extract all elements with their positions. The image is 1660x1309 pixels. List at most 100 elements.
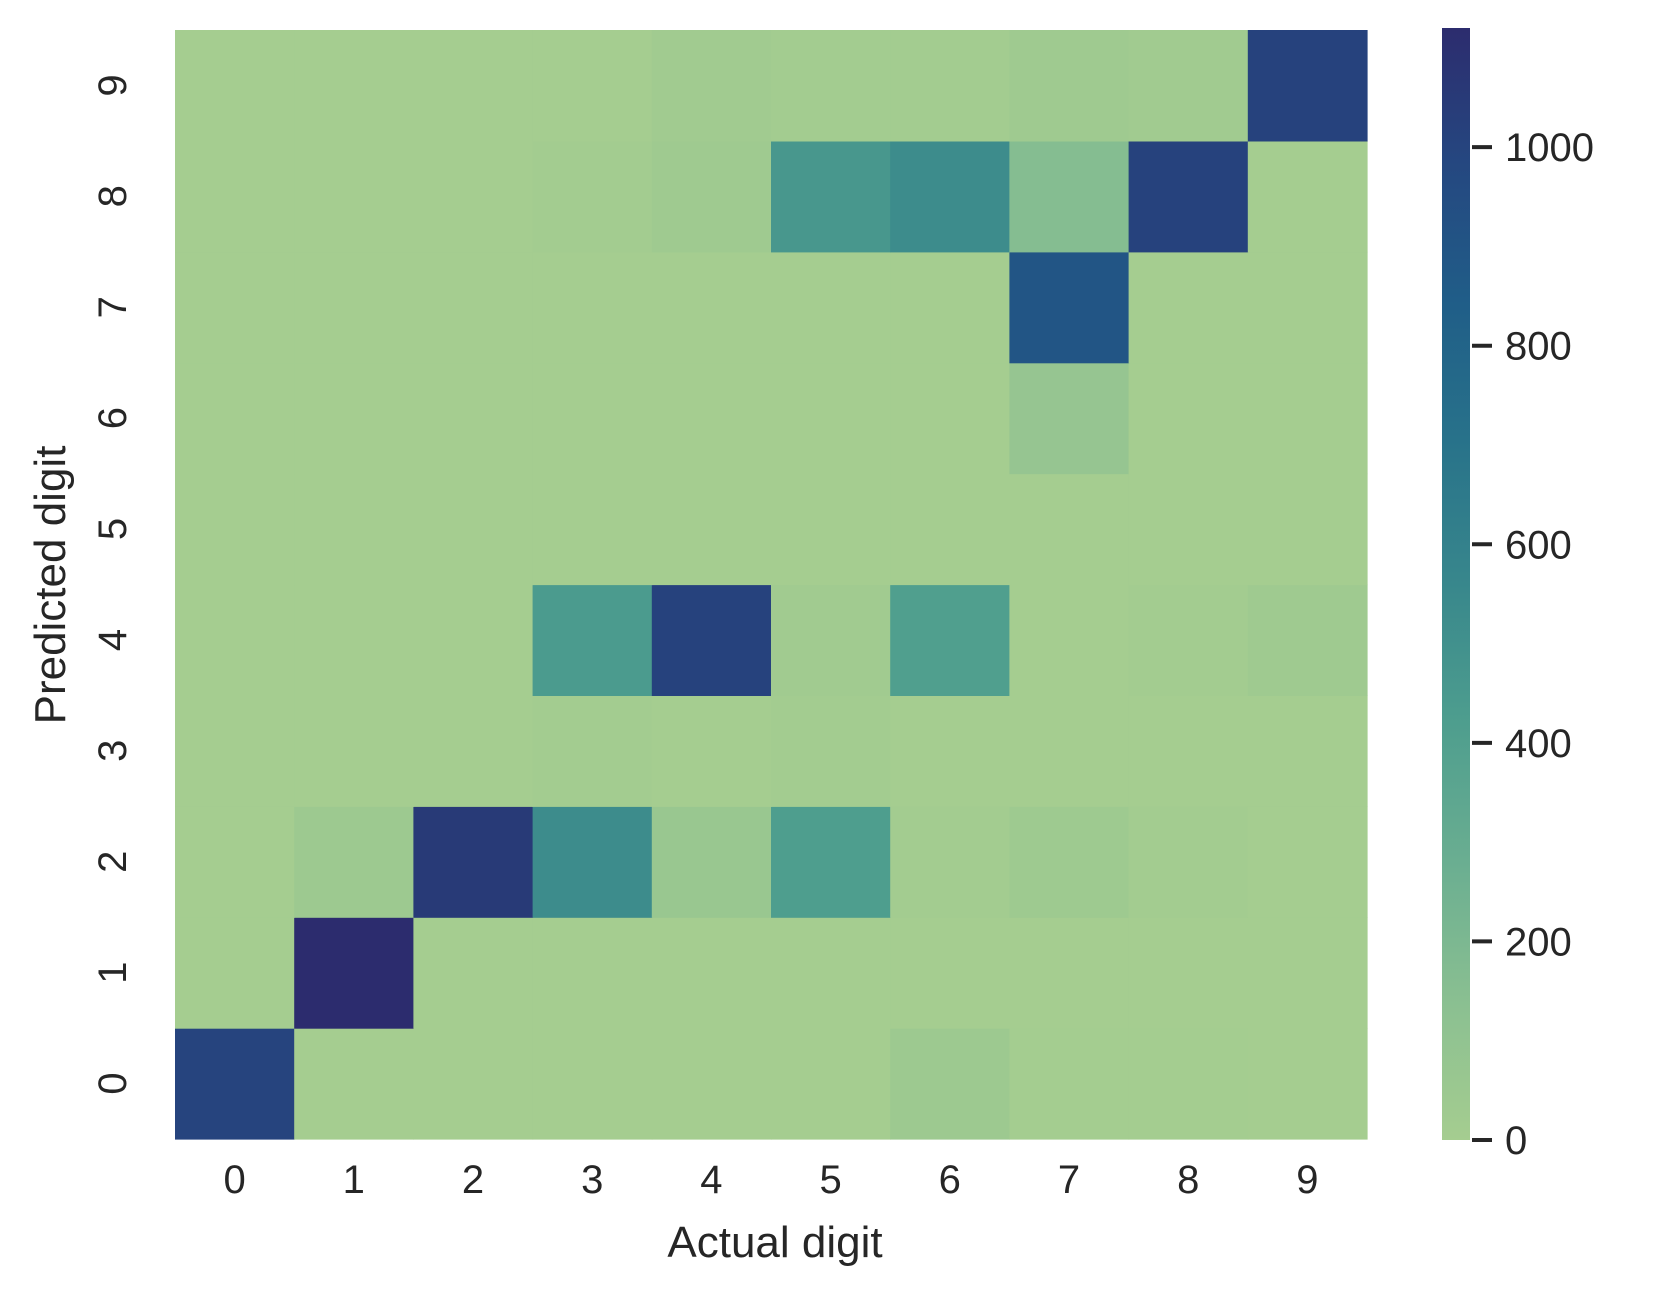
heatmap-cell-pred6-act2 xyxy=(413,362,534,475)
colorbar-tick-label: 1000 xyxy=(1505,126,1594,170)
heatmap-cell-pred0-act2 xyxy=(413,1028,534,1140)
y-axis-label: Predicted digit xyxy=(26,446,75,725)
heatmap-cell-pred9-act7 xyxy=(1009,30,1130,142)
heatmap-cell-pred2-act6 xyxy=(890,806,1010,918)
heatmap-cell-pred4-act8 xyxy=(1128,584,1249,696)
heatmap-cell-pred2-act9 xyxy=(1247,806,1368,918)
heatmap-cell-pred8-act7 xyxy=(1009,140,1130,253)
heatmap-cell-pred2-act1 xyxy=(294,806,414,918)
heatmap-cell-pred7-act8 xyxy=(1128,251,1249,364)
y-tick-labels: 0 1 2 3 4 5 6 7 8 9 xyxy=(91,74,135,1094)
heatmap-cell-pred3-act5 xyxy=(771,695,891,807)
heatmap-cells xyxy=(175,30,1368,1140)
heatmap-cell-pred0-act4 xyxy=(651,1028,772,1140)
heatmap-cell-pred1-act6 xyxy=(890,917,1010,1029)
heatmap-cell-pred0-act6 xyxy=(890,1028,1010,1140)
y-tick-label: 6 xyxy=(91,407,135,429)
colorbar-tick-label: 400 xyxy=(1505,722,1572,766)
heatmap-cell-pred3-act2 xyxy=(413,695,534,807)
x-tick-label: 1 xyxy=(343,1158,365,1202)
heatmap-cell-pred3-act4 xyxy=(651,695,772,807)
heatmap-cell-pred6-act7 xyxy=(1009,362,1130,475)
heatmap-cell-pred6-act1 xyxy=(294,362,414,475)
heatmap-cell-pred8-act8 xyxy=(1128,140,1249,253)
x-tick-label: 6 xyxy=(939,1158,961,1202)
heatmap-cell-pred7-act0 xyxy=(175,251,295,364)
heatmap-cell-pred9-act5 xyxy=(771,30,891,142)
heatmap-cell-pred5-act7 xyxy=(1009,473,1130,586)
heatmap-cell-pred8-act2 xyxy=(413,140,534,253)
heatmap-cell-pred6-act6 xyxy=(890,362,1010,475)
x-tick-label: 2 xyxy=(462,1158,484,1202)
heatmap-cell-pred3-act9 xyxy=(1247,695,1368,807)
heatmap-cell-pred4-act7 xyxy=(1009,584,1130,696)
heatmap-cell-pred4-act9 xyxy=(1247,584,1368,696)
y-tick-label: 4 xyxy=(91,629,135,651)
heatmap-cell-pred1-act8 xyxy=(1128,917,1249,1029)
y-tick-label: 0 xyxy=(91,1072,135,1094)
x-axis-label: Actual digit xyxy=(667,1218,882,1267)
heatmap-cell-pred7-act3 xyxy=(532,251,653,364)
heatmap-cell-pred6-act5 xyxy=(771,362,891,475)
heatmap-cell-pred4-act1 xyxy=(294,584,414,696)
heatmap-cell-pred2-act5 xyxy=(771,806,891,918)
x-tick-label: 5 xyxy=(819,1158,841,1202)
heatmap-cell-pred4-act6 xyxy=(890,584,1010,696)
y-tick-label: 5 xyxy=(91,518,135,540)
x-tick-label: 9 xyxy=(1296,1158,1318,1202)
heatmap-cell-pred3-act1 xyxy=(294,695,414,807)
heatmap-cell-pred0-act8 xyxy=(1128,1028,1249,1140)
heatmap-cell-pred6-act9 xyxy=(1247,362,1368,475)
colorbar-ticks: 0 200 400 600 800 1000 xyxy=(1472,126,1594,1163)
heatmap-cell-pred1-act3 xyxy=(532,917,653,1029)
heatmap-cell-pred5-act1 xyxy=(294,473,414,586)
heatmap-cell-pred0-act9 xyxy=(1247,1028,1368,1140)
heatmap-cell-pred9-act4 xyxy=(651,30,772,142)
x-tick-label: 4 xyxy=(700,1158,722,1202)
heatmap-cell-pred9-act0 xyxy=(175,30,295,142)
heatmap-cell-pred9-act8 xyxy=(1128,30,1249,142)
heatmap-cell-pred2-act0 xyxy=(175,806,295,918)
heatmap-cell-pred8-act1 xyxy=(294,140,414,253)
heatmap-cell-pred1-act5 xyxy=(771,917,891,1029)
heatmap-cell-pred1-act9 xyxy=(1247,917,1368,1029)
heatmap-cell-pred6-act0 xyxy=(175,362,295,475)
heatmap-cell-pred3-act8 xyxy=(1128,695,1249,807)
heatmap-cell-pred5-act8 xyxy=(1128,473,1249,586)
heatmap-cell-pred1-act4 xyxy=(651,917,772,1029)
heatmap-cell-pred7-act1 xyxy=(294,251,414,364)
heatmap-cell-pred8-act4 xyxy=(651,140,772,253)
heatmap-cell-pred5-act6 xyxy=(890,473,1010,586)
colorbar-tick-label: 200 xyxy=(1505,920,1572,964)
heatmap-cell-pred9-act6 xyxy=(890,30,1010,142)
heatmap-cell-pred2-act2 xyxy=(413,806,534,918)
heatmap-cell-pred5-act9 xyxy=(1247,473,1368,586)
heatmap-cell-pred3-act0 xyxy=(175,695,295,807)
x-tick-label: 7 xyxy=(1058,1158,1080,1202)
colorbar-tick-label: 0 xyxy=(1505,1119,1527,1163)
heatmap-cell-pred8-act5 xyxy=(771,140,891,253)
heatmap-cell-pred3-act6 xyxy=(890,695,1010,807)
colorbar: 0 200 400 600 800 1000 xyxy=(1442,28,1594,1163)
heatmap-cell-pred5-act3 xyxy=(532,473,653,586)
heatmap-cell-pred7-act7 xyxy=(1009,251,1130,364)
heatmap-cell-pred9-act2 xyxy=(413,30,534,142)
x-tick-label: 3 xyxy=(581,1158,603,1202)
heatmap-cell-pred9-act9 xyxy=(1247,30,1368,142)
heatmap-cell-pred1-act1 xyxy=(294,917,414,1029)
heatmap-cell-pred1-act2 xyxy=(413,917,534,1029)
y-tick-label: 7 xyxy=(91,296,135,318)
heatmap-cell-pred9-act3 xyxy=(532,30,653,142)
heatmap-cell-pred5-act4 xyxy=(651,473,772,586)
x-tick-label: 0 xyxy=(223,1158,245,1202)
heatmap-cell-pred0-act3 xyxy=(532,1028,653,1140)
heatmap-cell-pred8-act3 xyxy=(532,140,653,253)
heatmap-cell-pred7-act6 xyxy=(890,251,1010,364)
x-tick-label: 8 xyxy=(1177,1158,1199,1202)
colorbar-gradient xyxy=(1442,28,1470,1140)
heatmap-cell-pred6-act3 xyxy=(532,362,653,475)
heatmap-cell-pred0-act5 xyxy=(771,1028,891,1140)
heatmap-cell-pred1-act7 xyxy=(1009,917,1130,1029)
